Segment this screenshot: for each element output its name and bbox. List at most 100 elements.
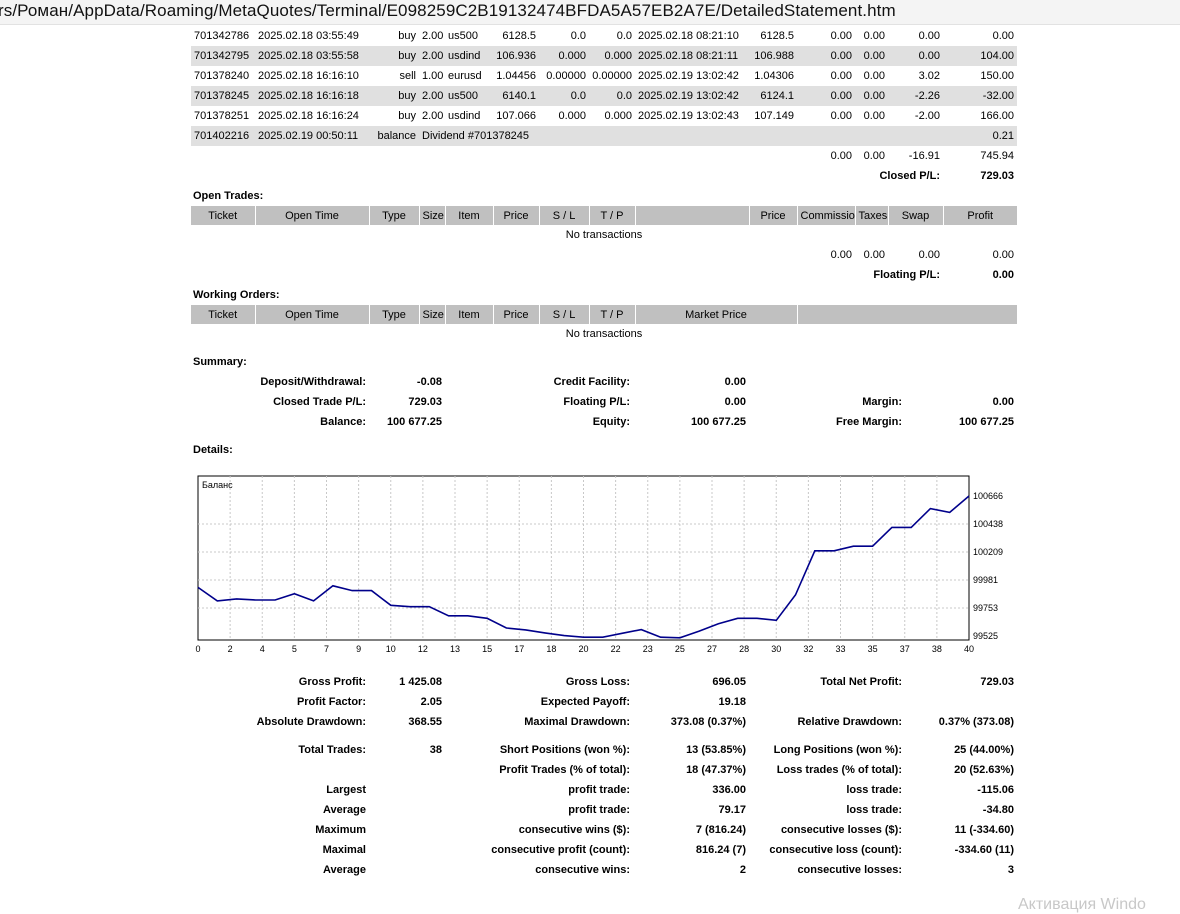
average-label: Average: [322, 804, 366, 816]
open-col-header: Commission: [796, 206, 855, 225]
trade-price: 106.936: [493, 46, 539, 66]
closed-pl-label: Closed P/L:: [879, 170, 940, 182]
short-positions-value: 13 (53.85%): [686, 744, 746, 756]
relative-drawdown-label: Relative Drawdown:: [797, 716, 902, 728]
closed-total-taxes: 0.00: [863, 150, 885, 162]
y-tick-label: 99525: [973, 631, 998, 641]
open-col-header: Ticket: [191, 206, 255, 225]
address-bar[interactable]: rs/Роман/AppData/Roaming/MetaQuotes/Term…: [0, 0, 1180, 25]
trade-sl: 0.000: [539, 46, 589, 66]
trade-row: 701342795 2025.02.18 03:55:58 buy 2.00 usdin…: [191, 46, 1017, 66]
trade-close-price: 1.04306: [754, 70, 794, 82]
trade-size: 1.00: [422, 70, 444, 82]
x-tick-label: 33: [835, 644, 845, 654]
trade-open-time: 2025.02.18 16:16:10: [258, 70, 359, 82]
trade-profit: 150.00: [980, 70, 1014, 82]
open-col-header: Price: [748, 206, 797, 225]
credit-value: 0.00: [724, 376, 746, 388]
x-tick-label: 28: [739, 644, 749, 654]
stats-table: Gross Profit: 1 425.08 Gross Loss: 696.0…: [191, 672, 1017, 880]
trade-tp: 0.00000: [592, 70, 632, 82]
open-col-header: T / P: [588, 206, 635, 225]
profit-trades-value: 18 (47.37%): [686, 764, 746, 776]
free-margin-value: 100 677.25: [958, 416, 1014, 428]
open-col-header: [634, 206, 749, 225]
trade-size: 2.00: [419, 46, 445, 66]
trade-item: usdind: [448, 110, 481, 122]
total-net-label: Total Net Profit:: [820, 676, 902, 688]
x-tick-label: 10: [386, 644, 396, 654]
x-tick-label: 2: [228, 644, 233, 654]
open-total-profit: 0.00: [992, 249, 1014, 261]
wo-col-header: Market Price: [634, 305, 797, 324]
balance-row: 701402216 2025.02.19 00:50:11 balance Divid…: [191, 126, 1017, 146]
floating-pl-label: Floating P/L:: [873, 269, 940, 281]
balance-value: 100 677.25: [386, 416, 442, 428]
trade-close-time: 2025.02.18 08:21:11: [635, 46, 749, 66]
trade-ticket: 701342795: [191, 46, 255, 66]
y-tick-label: 99753: [973, 603, 998, 613]
maximum-label: Maximum: [315, 824, 366, 836]
gross-loss-value: 696.05: [712, 676, 746, 688]
largest-loss-label: loss trade:: [846, 784, 902, 796]
credit-label: Credit Facility:: [553, 376, 630, 388]
avg-consecutive-losses-value: 3: [1007, 864, 1014, 876]
trade-price: 6128.5: [502, 30, 536, 42]
x-tick-label: 20: [578, 644, 588, 654]
trade-row: 701378240 2025.02.18 16:16:10 sell 1.00 euru…: [191, 66, 1017, 86]
open-col-header: Size: [418, 206, 445, 225]
address-url[interactable]: rs/Роман/AppData/Roaming/MetaQuotes/Term…: [0, 1, 896, 20]
max-consecutive-losses-label: consecutive losses ($):: [780, 824, 902, 836]
x-tick-label: 0: [195, 644, 200, 654]
trade-close-time: 2025.02.18 08:21:10: [638, 30, 739, 42]
open-col-header: Open Time: [254, 206, 369, 225]
trade-item: usdind: [445, 46, 493, 66]
x-tick-label: 12: [418, 644, 428, 654]
open-total-commission: 0.00: [830, 249, 852, 261]
summary-table: Deposit/Withdrawal: -0.08 Credit Facilit…: [191, 372, 1017, 432]
trade-sl: 0.00000: [546, 70, 586, 82]
average-profit-value: 79.17: [718, 804, 746, 816]
x-tick-label: 23: [643, 644, 653, 654]
details-title: Details:: [193, 444, 233, 456]
trade-ticket: 701378240: [194, 70, 250, 82]
open-total-swap: 0.00: [918, 249, 940, 261]
loss-trades-label: Loss trades (% of total):: [776, 764, 902, 776]
total-trades-label: Total Trades:: [298, 744, 366, 756]
open-trades-title: Open Trades:: [193, 190, 264, 202]
x-tick-label: 35: [868, 644, 878, 654]
y-tick-label: 100438: [973, 519, 1003, 529]
summary-title: Summary:: [193, 356, 247, 368]
wo-col-header: Size: [418, 305, 445, 324]
wo-col-header: T / P: [588, 305, 635, 324]
trade-profit: 104.00: [943, 46, 1017, 66]
trade-profit: 166.00: [980, 110, 1014, 122]
gross-loss-label: Gross Loss:: [565, 676, 630, 688]
trade-swap: 3.02: [918, 70, 940, 82]
balance-line: [197, 495, 970, 639]
balance-chart-svg: 100666 100438 100209 99981 99753 99525 0 2 4 5 7 9 1…: [195, 475, 1003, 654]
wo-col-header: S / L: [538, 305, 589, 324]
x-tick-label: 13: [450, 644, 460, 654]
max-consecutive-wins-value: 7 (816.24): [695, 824, 746, 836]
x-tick-label: 7: [324, 644, 329, 654]
trade-size: 2.00: [419, 86, 445, 106]
open-total-taxes: 0.00: [863, 249, 885, 261]
total-trades-value: 38: [429, 744, 442, 756]
chart-title: Баланс: [202, 480, 233, 490]
trade-sl: 0.0: [539, 86, 589, 106]
open-col-header: S / L: [538, 206, 589, 225]
trade-item: us500: [445, 86, 493, 106]
long-positions-label: Long Positions (won %):: [773, 744, 902, 756]
closed-trades-table: 701342786 2025.02.18 03:55:49 buy 2.00 us500…: [191, 26, 1017, 186]
balance-type: balance: [369, 126, 419, 146]
largest-label: Largest: [326, 784, 366, 796]
statement: 701342786 2025.02.18 03:55:49 buy 2.00 us500…: [191, 26, 1017, 880]
profit-trades-label: Profit Trades (% of total):: [499, 764, 630, 776]
closed-total-commission: 0.00: [830, 150, 852, 162]
x-tick-label: 4: [260, 644, 265, 654]
maximal-drawdown-value: 373.08 (0.37%): [670, 716, 746, 728]
